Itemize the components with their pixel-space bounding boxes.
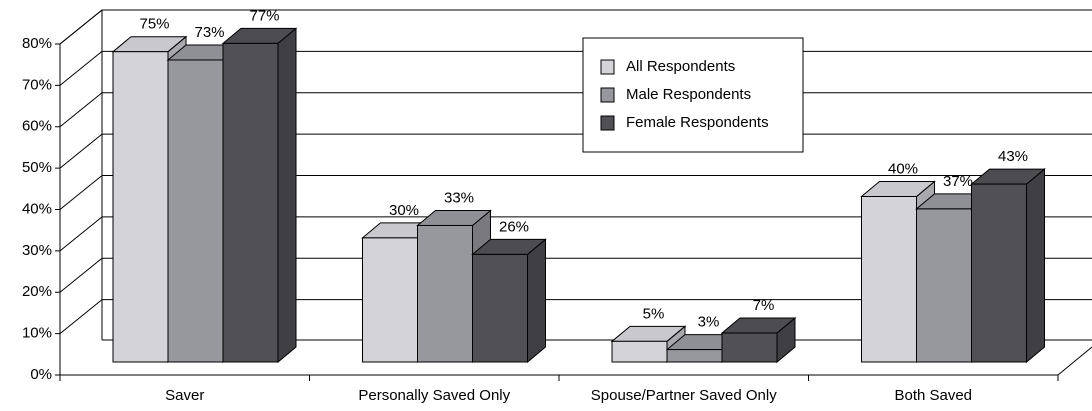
- bar-front: [666, 349, 723, 363]
- bar-front: [916, 208, 972, 363]
- y-tick-label: 70%: [22, 76, 52, 93]
- bar-front: [167, 59, 224, 363]
- grid-line: [59, 133, 103, 169]
- bar-front: [417, 224, 473, 363]
- bar: [221, 27, 298, 364]
- data-label: 75%: [139, 16, 169, 33]
- data-label: 73%: [194, 24, 224, 41]
- data-label: 30%: [389, 202, 419, 219]
- bar-front: [721, 332, 778, 363]
- bar-front: [472, 253, 528, 363]
- grid-line: [59, 92, 103, 128]
- y-tick-label: 40%: [22, 200, 52, 217]
- grid-line: [59, 257, 103, 293]
- bar-side: [277, 27, 297, 364]
- data-label: 26%: [499, 218, 529, 235]
- legend-box: [582, 37, 804, 153]
- bar-front: [611, 340, 668, 363]
- legend-swatch: [600, 59, 615, 75]
- data-label: 5%: [643, 305, 665, 322]
- bar: [720, 316, 797, 364]
- x-tick-label: Personally Saved Only: [358, 387, 510, 404]
- grid-line: [59, 216, 103, 252]
- y-tick-label: 0%: [30, 366, 52, 383]
- bar-front: [861, 196, 917, 363]
- data-label: 40%: [888, 160, 918, 177]
- grid-line: [59, 299, 103, 335]
- data-label: 33%: [444, 189, 474, 206]
- data-label: 37%: [943, 173, 973, 190]
- legend-swatch: [600, 115, 615, 131]
- bar-front: [112, 51, 169, 363]
- legend-swatch: [600, 87, 615, 103]
- data-label: 43%: [998, 148, 1028, 165]
- legend: All Respondents Male Respondents Female Re…: [582, 37, 804, 153]
- legend-label: All Respondents: [626, 58, 735, 75]
- bar-side: [1026, 168, 1045, 364]
- bar-front: [362, 237, 418, 363]
- y-tick-label: 60%: [22, 118, 52, 135]
- legend-label: Male Respondents: [626, 86, 751, 103]
- data-label: 77%: [249, 7, 279, 24]
- bar-front: [222, 42, 279, 363]
- y-tick-label: 10%: [22, 325, 52, 342]
- grid-line: [59, 50, 103, 86]
- x-tick-label: Both Saved: [894, 387, 972, 404]
- bar-front: [971, 183, 1027, 363]
- data-label: 7%: [753, 297, 775, 314]
- x-tick-label: Spouse/Partner Saved Only: [591, 387, 777, 404]
- x-tick-label: Saver: [165, 387, 204, 404]
- data-label: 3%: [698, 314, 720, 331]
- bar: [970, 168, 1046, 364]
- y-tick-label: 80%: [22, 35, 52, 52]
- bar-side: [527, 238, 546, 364]
- floor-right: [1057, 346, 1092, 376]
- y-tick-label: 20%: [22, 283, 52, 300]
- grid-line: [59, 9, 103, 45]
- grid-line: [59, 175, 103, 210]
- y-tick-label: 50%: [22, 159, 52, 176]
- legend-label: Female Respondents: [626, 114, 769, 131]
- y-tick-label: 30%: [22, 242, 52, 259]
- bar: [471, 238, 547, 364]
